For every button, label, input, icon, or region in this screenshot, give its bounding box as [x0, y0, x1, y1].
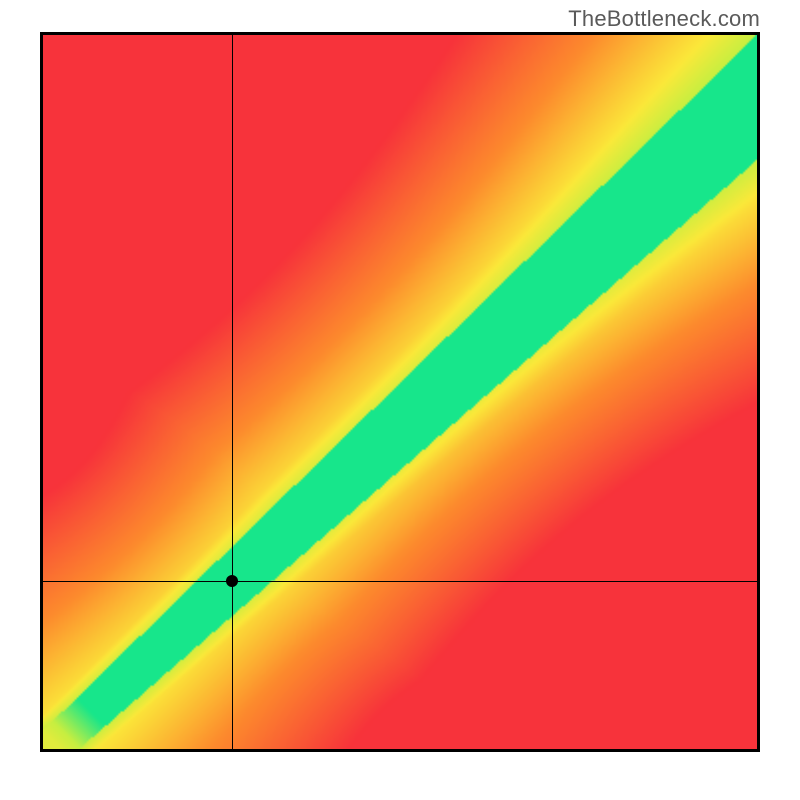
heatmap-plot [40, 32, 760, 752]
crosshair-horizontal [43, 581, 757, 582]
crosshair-vertical [232, 35, 233, 749]
heatmap-canvas [43, 35, 757, 749]
watermark-text: TheBottleneck.com [568, 6, 760, 32]
marker-point [226, 575, 238, 587]
